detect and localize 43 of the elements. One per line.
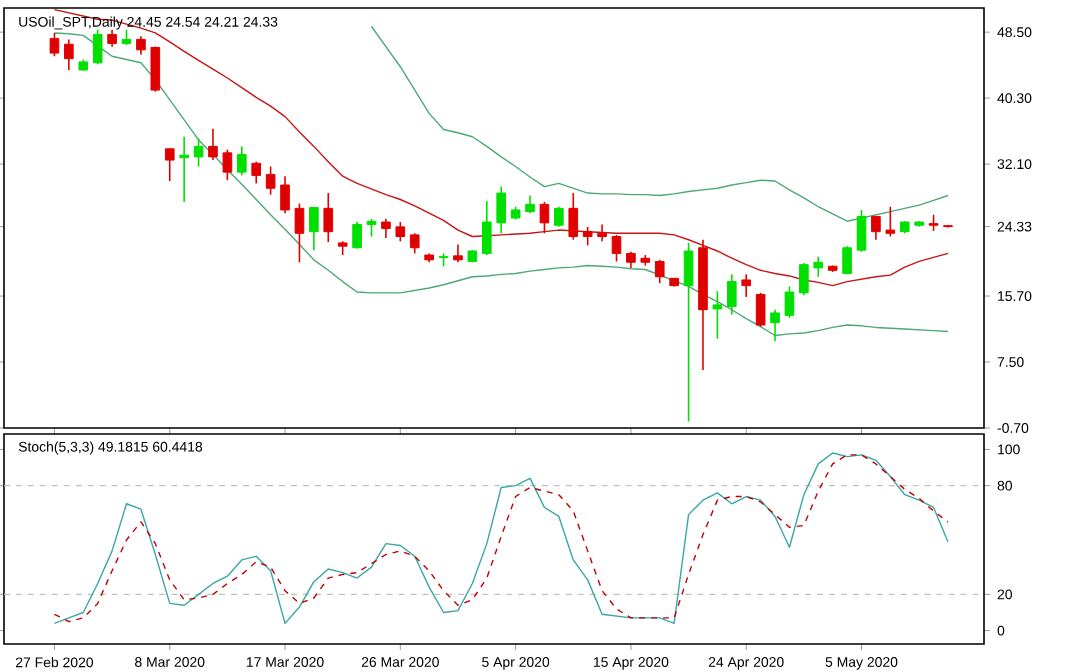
candlestick — [842, 245, 852, 276]
candlestick — [136, 35, 146, 56]
candlestick — [568, 192, 579, 241]
candlestick — [265, 165, 276, 196]
candlestick — [236, 145, 247, 177]
candlestick — [871, 215, 881, 241]
candlestick — [755, 292, 766, 328]
candlestick — [770, 308, 780, 342]
candlestick — [597, 223, 607, 243]
candlestick — [323, 192, 334, 243]
candlestick — [92, 28, 103, 66]
candlestick — [799, 262, 809, 297]
candlestick — [294, 202, 305, 264]
candlestick — [683, 242, 694, 423]
candlestick — [885, 205, 896, 238]
candlestick — [309, 205, 319, 251]
candlestick — [251, 160, 262, 185]
candlestick — [784, 285, 795, 319]
candlestick — [49, 32, 60, 58]
candlestick — [222, 148, 233, 181]
candlestick — [582, 226, 593, 247]
candlestick — [813, 255, 824, 278]
candlestick — [64, 38, 74, 71]
candlestick — [611, 234, 622, 263]
candlestick — [654, 259, 665, 284]
candlestick — [395, 221, 406, 243]
candlestick — [856, 209, 867, 253]
candlestick — [481, 200, 492, 256]
candlestick — [150, 45, 161, 93]
candlestick — [409, 232, 420, 255]
candlestick — [179, 135, 189, 203]
candlestick — [352, 221, 362, 250]
candlestick — [741, 273, 752, 298]
candlestick — [208, 127, 218, 161]
candlestick — [712, 290, 723, 340]
candlestick — [554, 205, 564, 228]
candlestick — [539, 201, 550, 235]
candlestick — [164, 148, 175, 182]
candlestick — [193, 137, 204, 168]
candlestick — [381, 218, 391, 239]
candlestick — [280, 175, 290, 214]
candlestick — [726, 273, 737, 316]
candlestick — [496, 185, 507, 235]
